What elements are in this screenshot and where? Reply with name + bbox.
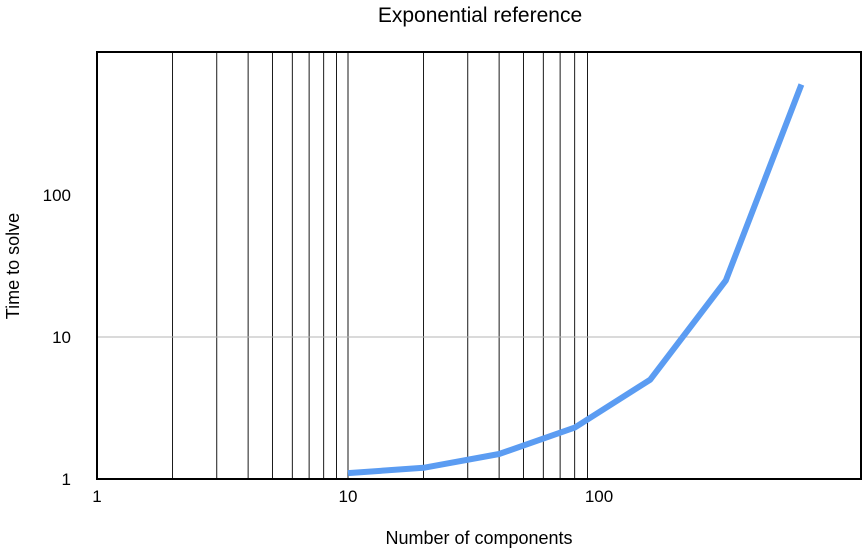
y-tick-label-2: 100 — [43, 186, 71, 205]
series-line-0 — [347, 83, 805, 477]
x-tick-label-0: 1 — [92, 487, 101, 506]
plot-frame — [96, 51, 862, 480]
series-layer — [347, 83, 805, 477]
x-axis-label: Number of components — [385, 528, 572, 548]
x-tick-label-2: 100 — [585, 487, 613, 506]
x-tick-label-1: 10 — [339, 487, 358, 506]
grid-lines — [97, 52, 861, 479]
y-tick-label-0: 1 — [62, 470, 71, 489]
tick-labels: 1 10 100 1 10 100 — [43, 186, 614, 506]
chart-title: Exponential reference — [377, 4, 583, 27]
y-tick-label-1: 10 — [52, 328, 71, 347]
y-axis-label: Time to solve — [3, 213, 23, 319]
